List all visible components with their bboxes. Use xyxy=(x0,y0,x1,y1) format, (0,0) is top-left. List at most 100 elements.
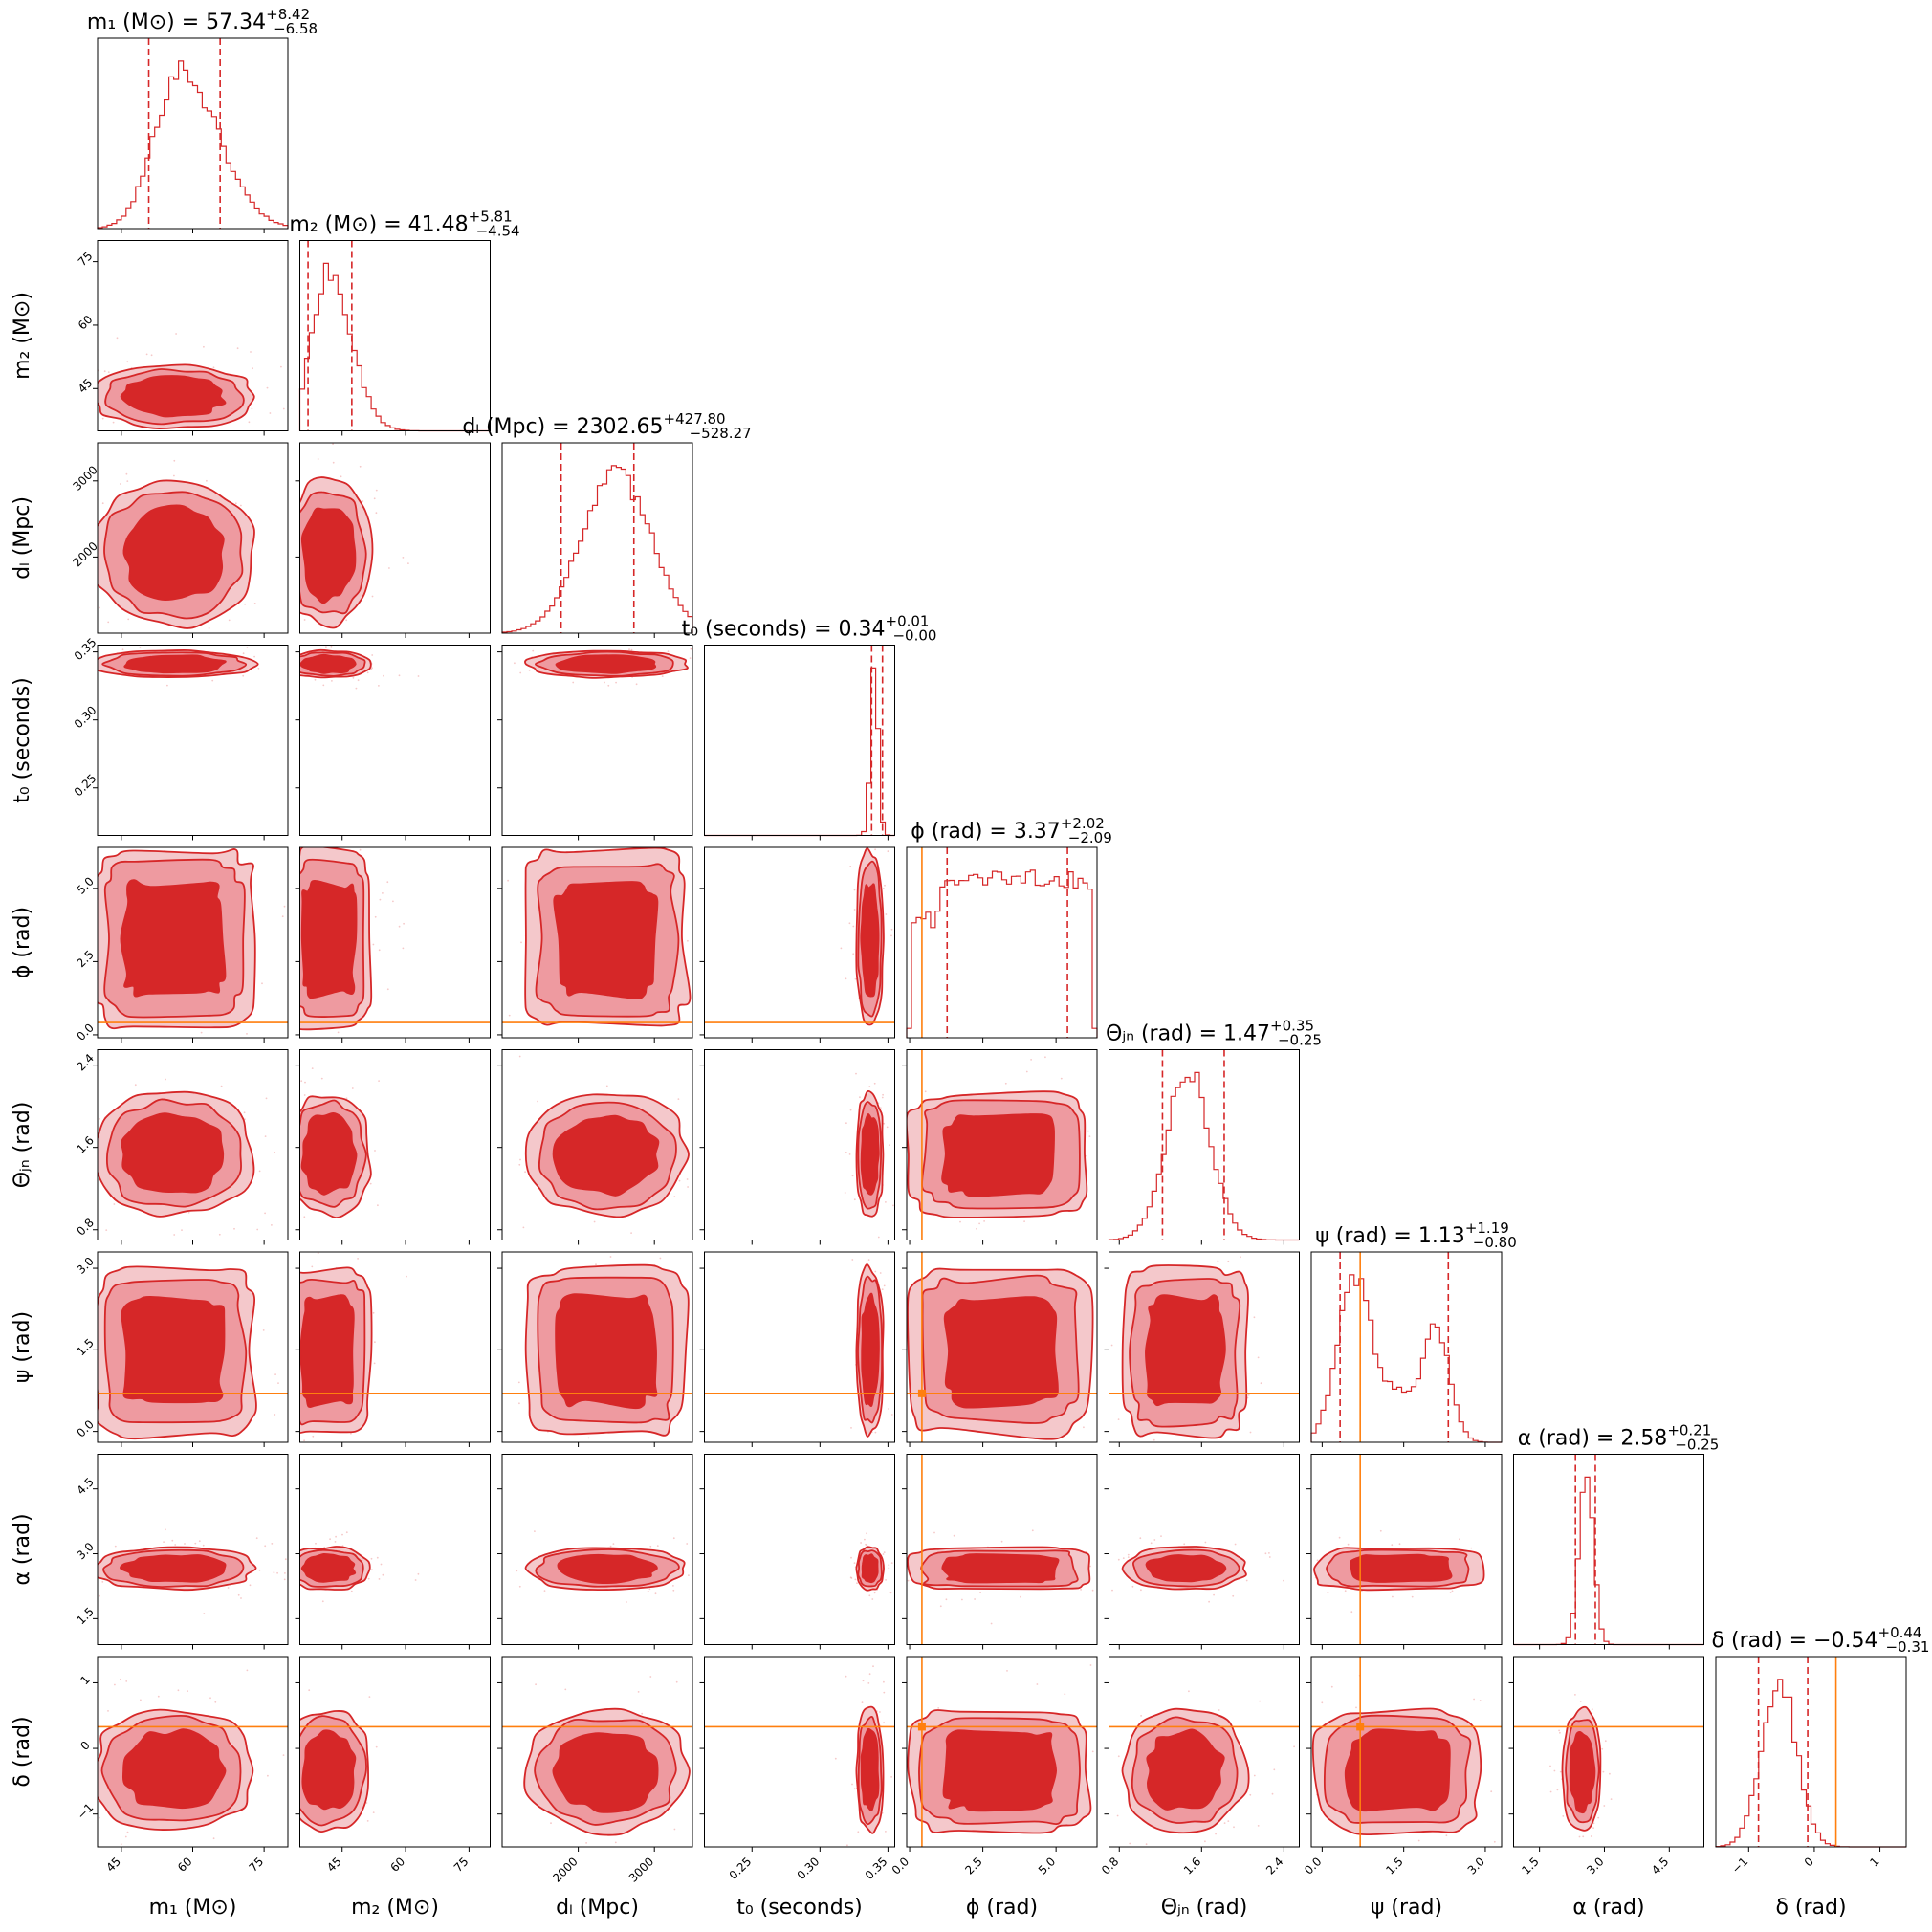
y-tick-label: 0.0 xyxy=(74,1021,96,1043)
title-plus-error: +1.19 xyxy=(1465,1219,1509,1237)
panel-frame xyxy=(704,846,895,1039)
sample-point xyxy=(1204,1541,1207,1544)
sample-point xyxy=(885,913,888,915)
histogram-param-2: m₂ (M⊙) = 41.48+5.81 −4.54 xyxy=(289,209,520,432)
title-value: α (rad) = 2.58 xyxy=(1518,1427,1668,1451)
contour-levels xyxy=(299,1266,373,1434)
sample-point xyxy=(315,1542,317,1545)
sample-point xyxy=(840,947,843,950)
title-plus-error: +0.35 xyxy=(1270,1018,1314,1035)
sample-point xyxy=(266,386,269,389)
sample-point xyxy=(851,1175,854,1177)
sample-point xyxy=(851,1783,853,1786)
sample-point xyxy=(626,1601,627,1603)
sample-point xyxy=(375,489,378,492)
contour-levels xyxy=(523,1707,691,1836)
sample-point xyxy=(194,1542,197,1545)
histogram-param-9: δ (rad) = −0.54+0.44 −0.31 xyxy=(1712,1624,1930,1848)
sample-point xyxy=(1253,1774,1256,1777)
contour-inner xyxy=(300,879,358,999)
contour-levels xyxy=(299,648,372,679)
sample-point xyxy=(1253,1316,1256,1319)
sample-point xyxy=(1350,1611,1353,1614)
sample-point xyxy=(246,1669,249,1672)
y-tick-label: 1 xyxy=(78,1673,93,1687)
contour-inner xyxy=(300,1552,357,1583)
sample-point xyxy=(392,900,394,903)
sample-point xyxy=(1083,1426,1085,1429)
sample-point xyxy=(244,603,246,605)
sample-point xyxy=(1245,1579,1248,1582)
sample-point xyxy=(845,977,847,980)
sample-point xyxy=(572,681,575,684)
panel-frame xyxy=(299,1251,491,1443)
sample-point xyxy=(200,1031,203,1034)
contour-levels xyxy=(299,1095,372,1218)
contour-levels xyxy=(524,649,689,679)
y-axis-label-param-6: Θⱼₙ (rad) xyxy=(11,1102,34,1189)
histogram-param-3: dₗ (Mpc) = 2302.65+427.80 −528.27 xyxy=(462,410,752,634)
contour-panel-param-2-vs-param-3 xyxy=(299,442,491,634)
x-tick-label: 45 xyxy=(103,1855,123,1875)
sample-point xyxy=(1129,1842,1131,1845)
sample-point xyxy=(867,1682,870,1684)
contour-panel-param-6-vs-param-7 xyxy=(1109,1251,1300,1443)
title-plus-error: +8.42 xyxy=(266,6,310,23)
x-tick-label: 0.0 xyxy=(889,1855,911,1877)
sample-point xyxy=(1327,1592,1329,1594)
contour-panel-param-1-vs-param-2 xyxy=(97,240,289,431)
sample-point xyxy=(519,1158,521,1161)
sample-point xyxy=(107,1710,109,1712)
contour-inner xyxy=(120,1554,227,1583)
sample-point xyxy=(375,1745,378,1748)
sample-point xyxy=(171,1539,174,1542)
sample-point xyxy=(417,675,420,677)
sample-point xyxy=(281,915,284,918)
title-minus-error: −0.25 xyxy=(1278,1032,1322,1049)
contour-levels xyxy=(98,1546,257,1592)
sample-point xyxy=(1579,1701,1582,1702)
sample-point xyxy=(1208,1600,1210,1603)
sample-point xyxy=(236,347,239,350)
sample-point xyxy=(203,345,205,348)
y-tick-label: −1 xyxy=(75,1801,96,1822)
sample-point xyxy=(1273,1768,1276,1771)
sample-point xyxy=(211,679,214,682)
sample-point xyxy=(1127,1556,1130,1558)
sample-point xyxy=(853,1198,856,1201)
y-tick-label: 75 xyxy=(76,249,96,269)
sample-point xyxy=(873,1592,876,1594)
sample-point xyxy=(334,1541,337,1543)
sample-point xyxy=(377,1204,379,1207)
contour-levels xyxy=(524,1093,690,1218)
sample-point xyxy=(672,1537,675,1540)
sample-point xyxy=(1232,1594,1235,1597)
sample-point xyxy=(98,369,99,372)
x-tick-label: 5.0 xyxy=(1036,1855,1058,1877)
panel-frame xyxy=(1109,1454,1300,1645)
sample-point xyxy=(173,1234,176,1236)
x-tick-label: 60 xyxy=(387,1855,407,1875)
sample-point xyxy=(520,941,522,944)
title-value: m₁ (M⊙) = 57.34 xyxy=(87,11,266,34)
sample-point xyxy=(879,1107,882,1109)
sample-point xyxy=(690,648,692,649)
contour-inner xyxy=(301,1729,357,1811)
sample-point xyxy=(518,1055,521,1058)
sample-point xyxy=(246,1033,248,1035)
sample-point xyxy=(373,1362,376,1365)
sample-point xyxy=(853,909,856,911)
sample-point xyxy=(250,351,252,353)
contour-panel-param-3-vs-param-9 xyxy=(501,1656,693,1848)
histogram-title: δ (rad) = −0.54+0.44 −0.31 xyxy=(1712,1624,1930,1656)
sample-point xyxy=(120,1843,122,1846)
contour-inner xyxy=(299,653,357,674)
contour-inner xyxy=(1344,1728,1451,1812)
x-axis-label-param-6: Θⱼₙ (rad) xyxy=(1161,1896,1248,1920)
sample-point xyxy=(317,1252,319,1255)
sample-point xyxy=(283,1578,286,1581)
sample-point xyxy=(1355,1706,1357,1709)
title-plus-error: +2.02 xyxy=(1061,815,1105,832)
sample-point xyxy=(873,1082,876,1085)
contour-panel-param-3-vs-param-4 xyxy=(501,645,693,836)
